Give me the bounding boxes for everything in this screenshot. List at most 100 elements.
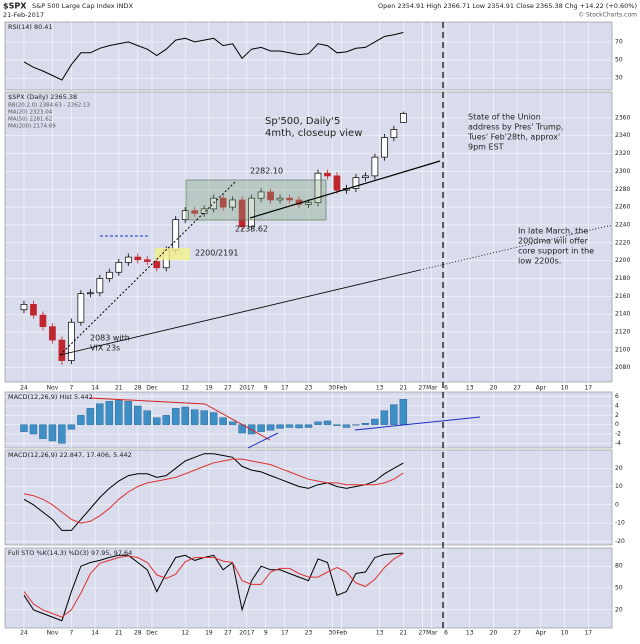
x-tick-label: 14 [91,385,99,392]
x-tick-label: Mar [426,630,438,637]
legend-entry: BB(20,2.0) 2384.63 - 2262.13 [8,103,91,109]
candle-body [87,293,93,294]
bar [296,425,303,428]
candle-body [68,322,74,360]
candle-body [173,220,179,250]
symbol: $SPX [3,2,27,11]
bar [144,411,151,425]
x-tick-label: Apr [536,385,547,392]
annotation: 9pm EST [468,143,504,152]
x-tick-label: 27 [513,630,521,637]
bar [201,411,208,425]
x-tick-label: 30 [328,630,336,637]
bar [277,425,284,429]
panel-label: Full STO %K(14,3) %D(3) 97.95, 97.64 [8,549,132,557]
x-tick-label: 20 [490,385,498,392]
x-tick-label: Dec [146,385,158,392]
bar [305,425,312,428]
bar [390,405,397,425]
y-tick-label: 70 [615,38,623,45]
y-tick-label: 6 [615,393,619,400]
x-tick-label: 10 [561,630,569,637]
legend-entry: MA(20) 2323.04 [8,110,53,116]
x-tick-label: 2017 [239,385,254,392]
bar [96,404,103,425]
annotation: 4mth, closeup view [265,128,362,139]
y-tick-label: 2240 [615,221,630,228]
panel-label: $SPX (Daily) 2365.38 [8,93,77,101]
annotation: 2233.62 [235,225,268,234]
x-tick-label: 24 [20,630,28,637]
annotation: 2282.10 [250,167,283,176]
bar [324,421,331,425]
x-tick-label: Nov [47,385,59,392]
bar [343,425,350,428]
annotation: Sp'500, Daily'5 [265,116,340,127]
candle-body [40,315,46,327]
y-tick-label: 2220 [615,239,630,246]
x-tick-label: 14 [91,630,99,637]
y-tick-label: 20 [615,465,623,472]
x-tick-label: 21 [400,630,408,637]
bar [258,425,265,432]
candle-body [391,129,397,137]
x-tick-label: 13 [376,385,384,392]
candle-body [362,176,368,178]
x-tick-label: 7 [69,385,73,392]
x-tick-label: 17 [584,630,592,637]
annotation: 2200/2191 [195,249,238,258]
y-tick-label: 2260 [615,204,630,211]
bar [314,422,321,425]
x-tick-label: 9 [264,630,268,637]
x-tick-label: Feb [336,630,347,637]
x-tick-label: 21 [400,385,408,392]
annotation: core support in the [518,247,594,256]
bar [163,415,170,424]
x-tick-label: 21 [115,385,123,392]
candle-body [49,327,55,340]
x-tick-label: 24 [20,385,28,392]
y-tick-label: 2140 [615,311,630,318]
bar [106,401,113,424]
bar [134,406,141,425]
bar [49,425,56,441]
x-tick-label: 13 [466,630,474,637]
bar [362,423,369,424]
legend-entry: MA(50) 2281.62 [8,117,52,123]
bar [30,425,37,434]
x-tick-label: 17 [281,385,289,392]
y-tick-label: 2360 [615,114,630,121]
y-tick-label: 50 [615,585,623,592]
candle-body [334,176,340,190]
annotation: State of the Union [468,113,541,122]
overlay [186,180,326,220]
bar [77,415,84,424]
y-tick-label: 2320 [615,150,630,157]
annotation: 2083 with [90,334,130,343]
x-tick-label: Mar [426,385,438,392]
bar [220,418,227,425]
y-tick-label: 0 [615,421,619,428]
bar [153,418,160,425]
x-tick-label: Nov [47,630,59,637]
x-tick-label: 27 [224,385,232,392]
bar [333,425,340,426]
x-tick-label: 13 [376,630,384,637]
x-tick-label: 21 [115,630,123,637]
x-tick-label: Feb [336,385,347,392]
y-tick-label: 80 [615,563,623,570]
y-tick-label: 2180 [615,275,630,282]
bar [191,410,198,425]
x-tick-label: 10 [561,385,569,392]
bar [115,400,122,424]
panel-label: MACD(12,26,9) 22.847, 17.406, 5.442 [8,451,132,459]
candle-body [97,278,103,292]
x-tick-label: 12 [181,630,189,637]
candle-body [400,113,406,122]
y-tick-label: 2160 [615,293,630,300]
x-tick-label: 20 [490,630,498,637]
candle-body [372,157,378,176]
candle-body [116,262,122,272]
candle-body [78,294,84,323]
bar [229,422,236,425]
